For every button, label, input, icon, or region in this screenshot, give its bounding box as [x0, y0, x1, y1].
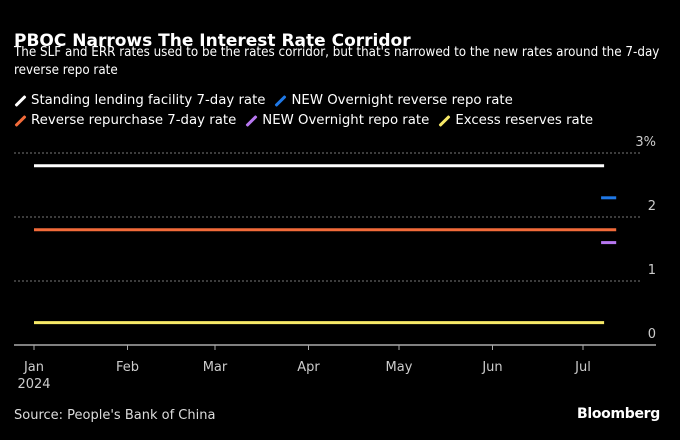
y-axis-ticks: 0 1 2 3%: [635, 135, 656, 342]
legend-label: Reverse repurchase 7-day rate: [31, 113, 237, 128]
legend-label: Excess reserves rate: [455, 113, 594, 128]
x-tick-label: Jul: [574, 360, 591, 375]
y-tick-label: 0: [648, 327, 656, 342]
legend-item-overnight-repo: NEW Overnight repo rate: [245, 111, 429, 131]
x-tick-label: Jan: [23, 360, 44, 375]
x-tick-label: Jun: [481, 360, 502, 375]
x-axis: Jan Feb Mar Apr May Jun Jul 2024: [14, 344, 656, 392]
y-tick-label: 3%: [635, 135, 656, 150]
chart-subtitle: The SLF and ERR rates used to be the rat…: [14, 45, 660, 78]
y-tick-label: 1: [648, 263, 656, 278]
legend-label: NEW Overnight repo rate: [262, 113, 430, 128]
legend-item-slf: Standing lending facility 7-day rate: [14, 91, 265, 111]
legend-item-excess-reserves: Excess reserves rate: [438, 111, 593, 131]
x-tick-label: Mar: [203, 360, 228, 375]
x-tick-label: Apr: [297, 360, 320, 375]
gridlines: [14, 152, 640, 282]
source-note: Source: People's Bank of China: [14, 408, 216, 423]
legend: Standing lending facility 7-day rate NEW…: [14, 91, 674, 131]
series-lines: [34, 164, 617, 325]
y-tick-label: 2: [648, 199, 656, 214]
x-tick-label: Feb: [116, 360, 139, 375]
x-tick-label: May: [386, 360, 413, 375]
x-year-label: 2024: [17, 377, 50, 392]
legend-item-overnight-reverse-repo: NEW Overnight reverse repo rate: [274, 91, 512, 111]
legend-item-reverse-repurchase: Reverse repurchase 7-day rate: [14, 111, 236, 131]
legend-label: Standing lending facility 7-day rate: [31, 93, 266, 108]
bloomberg-logo: Bloomberg: [576, 406, 660, 422]
legend-label: NEW Overnight reverse repo rate: [291, 93, 513, 108]
chart-title: PBOC Narrows The Interest Rate Corridor: [14, 31, 411, 51]
